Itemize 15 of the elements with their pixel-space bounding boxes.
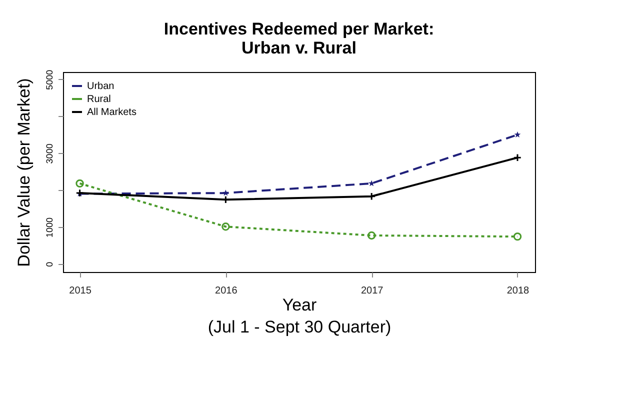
x-tick-label: 2017 bbox=[360, 286, 384, 296]
y-tick-label: 3000 bbox=[44, 144, 54, 164]
x-axis-title: Year bbox=[282, 296, 318, 314]
legend-label: Rural bbox=[87, 94, 111, 105]
y-tick-label: 5000 bbox=[44, 70, 54, 90]
y-tick-label: 1000 bbox=[44, 217, 54, 238]
legend-label: All Markets bbox=[87, 107, 136, 118]
x-tick-label: 2016 bbox=[215, 286, 238, 296]
x-tick-label: 2018 bbox=[506, 286, 530, 296]
x-tick-label: 2015 bbox=[69, 286, 92, 296]
chart-title: Incentives Redeemed per Market: Urban v. Rural bbox=[164, 19, 434, 58]
legend-label: Urban bbox=[87, 81, 114, 92]
y-tick-label: 0 bbox=[44, 262, 54, 267]
y-axis-title: Dollar Value (per Market) bbox=[14, 78, 34, 267]
text: (Jul 1 - Sept 30 Quarter) bbox=[208, 318, 392, 336]
